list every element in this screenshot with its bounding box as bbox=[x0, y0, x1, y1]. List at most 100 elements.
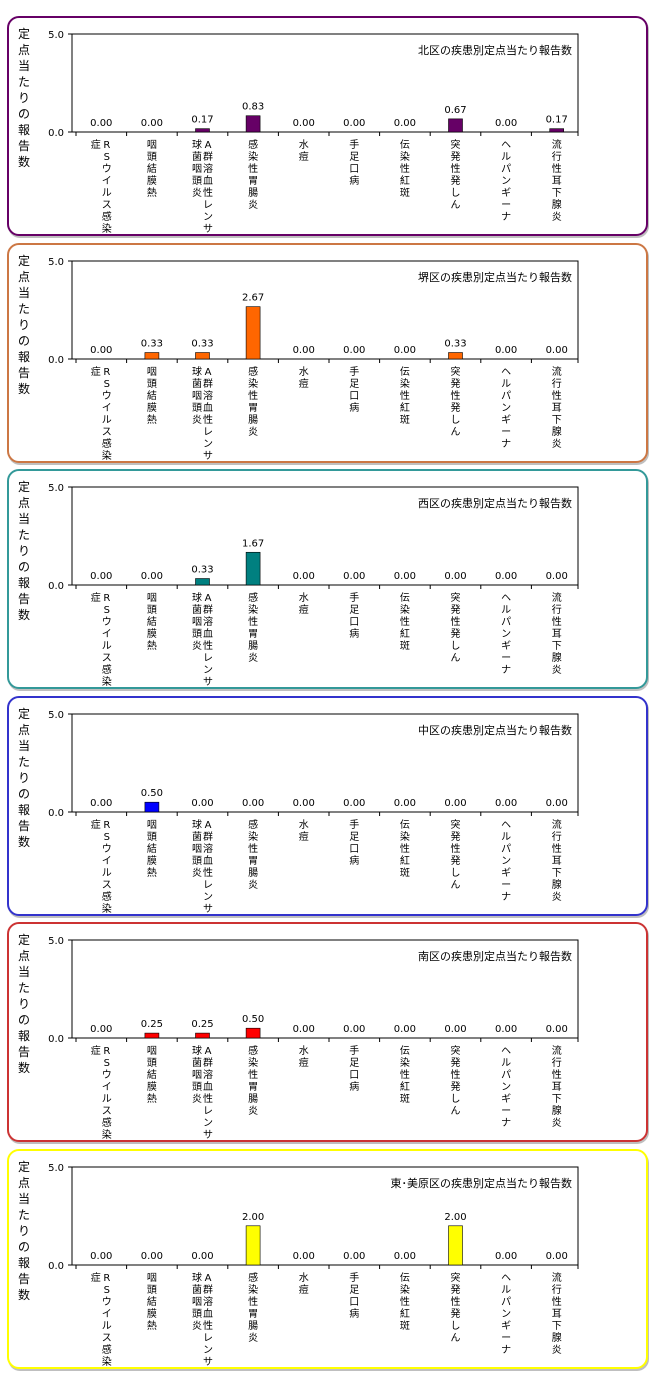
x-tick-label: 感染性胃腸炎 bbox=[248, 818, 258, 891]
data-label: 0.00 bbox=[141, 571, 163, 582]
y-axis-label: 定点当たりの報告数 bbox=[18, 1159, 30, 1302]
data-label: 0.00 bbox=[394, 1024, 416, 1035]
data-label: 0.00 bbox=[394, 571, 416, 582]
x-tick-label: ヘルパンギーナ bbox=[501, 820, 511, 903]
bar bbox=[245, 115, 261, 133]
x-tick-label: A 群溶血性レンサ球菌咽頭炎 bbox=[192, 818, 213, 915]
bar bbox=[195, 1032, 210, 1039]
chart-panel: 定点当たりの報告数 0.0 5.0 堺区の疾患別定点当たり報告数 0.00 R S ウイルス感… bbox=[7, 242, 648, 463]
data-label: 0.00 bbox=[495, 118, 517, 129]
data-label: 0.00 bbox=[90, 571, 112, 582]
x-tick-label: 水痘 bbox=[299, 366, 309, 390]
data-label: 0.00 bbox=[293, 1024, 315, 1035]
x-tick-label: 突発性発しん bbox=[451, 138, 461, 211]
x-tick-label: 伝染性紅斑 bbox=[400, 139, 410, 199]
x-tick-label: A 群溶血性レンサ球菌咽頭炎 bbox=[192, 365, 213, 462]
x-tick-label: 突発性発しん bbox=[451, 1044, 461, 1117]
data-label: 0.00 bbox=[495, 345, 517, 356]
y-tick-label: 0.0 bbox=[48, 128, 64, 139]
data-label: 0.00 bbox=[444, 798, 466, 809]
data-label: 0.00 bbox=[394, 118, 416, 129]
x-tick-label: A 群溶血性レンサ球菌咽頭炎 bbox=[192, 1271, 213, 1368]
bar bbox=[195, 128, 210, 133]
data-label: 0.00 bbox=[546, 571, 568, 582]
data-label: 0.00 bbox=[90, 798, 112, 809]
x-tick-label: 流行性耳下腺炎 bbox=[552, 1044, 562, 1129]
y-tick-label: 5.0 bbox=[48, 257, 64, 268]
x-tick-label: 流行性耳下腺炎 bbox=[552, 365, 562, 450]
bar bbox=[195, 578, 210, 586]
x-tick-label: 感染性胃腸炎 bbox=[248, 591, 258, 664]
data-label: 0.00 bbox=[394, 345, 416, 356]
data-label: 0.00 bbox=[293, 571, 315, 582]
y-tick-label: 0.0 bbox=[48, 581, 64, 592]
bar-chart: 定点当たりの報告数 0.0 5.0 南区の疾患別定点当たり報告数 0.00 R S ウイルス感… bbox=[18, 932, 579, 1141]
data-label: 0.00 bbox=[495, 571, 517, 582]
bar-chart: 定点当たりの報告数 0.0 5.0 中区の疾患別定点当たり報告数 0.00 R S ウイルス感… bbox=[18, 706, 579, 915]
data-label: 0.00 bbox=[90, 118, 112, 129]
data-label: 0.00 bbox=[293, 798, 315, 809]
x-tick-label: 手足口病 bbox=[349, 365, 359, 414]
data-label: 0.33 bbox=[444, 338, 466, 349]
x-tick-label: 咽頭結膜熱 bbox=[147, 139, 157, 199]
data-label: 0.00 bbox=[343, 571, 365, 582]
y-axis-label: 定点当たりの報告数 bbox=[18, 253, 30, 396]
data-label: 0.00 bbox=[293, 118, 315, 129]
chart-title: 西区の疾患別定点当たり報告数 bbox=[418, 496, 572, 510]
data-label: 0.00 bbox=[191, 798, 213, 809]
data-label: 0.00 bbox=[343, 118, 365, 129]
data-label: 0.00 bbox=[444, 1024, 466, 1035]
bar bbox=[448, 118, 463, 133]
bar-chart: 定点当たりの報告数 0.0 5.0 堺区の疾患別定点当たり報告数 0.00 R S ウイルス感… bbox=[18, 253, 579, 462]
plot-area bbox=[71, 260, 579, 359]
bar bbox=[144, 801, 160, 812]
data-label: 0.50 bbox=[141, 788, 163, 799]
data-label: 0.83 bbox=[242, 102, 264, 113]
data-label: 0.00 bbox=[343, 798, 365, 809]
x-tick-label: R S ウイルス感染症 bbox=[91, 1044, 112, 1141]
x-tick-label: 感染性胃腸炎 bbox=[248, 365, 258, 438]
data-label: 2.67 bbox=[242, 292, 264, 303]
data-label: 0.00 bbox=[141, 1251, 163, 1262]
x-tick-label: 突発性発しん bbox=[451, 1271, 461, 1344]
data-label: 0.00 bbox=[293, 1251, 315, 1262]
plot-area bbox=[71, 713, 579, 812]
data-label: 0.00 bbox=[546, 1024, 568, 1035]
data-label: 0.00 bbox=[90, 1251, 112, 1262]
y-tick-label: 5.0 bbox=[48, 936, 64, 947]
data-label: 0.50 bbox=[242, 1014, 264, 1025]
chart-panel: 定点当たりの報告数 0.0 5.0 北区の疾患別定点当たり報告数 0.00 R S ウイルス感… bbox=[7, 16, 648, 236]
y-tick-label: 5.0 bbox=[48, 1163, 64, 1174]
x-tick-label: R S ウイルス感染症 bbox=[91, 365, 112, 462]
x-tick-label: 手足口病 bbox=[349, 1271, 359, 1320]
data-label: 0.00 bbox=[546, 345, 568, 356]
bar bbox=[144, 1032, 160, 1039]
x-tick-label: 水痘 bbox=[299, 139, 309, 163]
data-label: 0.00 bbox=[394, 798, 416, 809]
x-tick-label: 水痘 bbox=[299, 819, 309, 843]
x-tick-label: 咽頭結膜熱 bbox=[147, 366, 157, 426]
data-label: 0.25 bbox=[191, 1019, 213, 1030]
chart-panel: 定点当たりの報告数 0.0 5.0 東･美原区の疾患別定点当たり報告数 0.00 R S ウイ… bbox=[7, 1148, 648, 1369]
y-tick-label: 0.0 bbox=[48, 355, 64, 366]
x-tick-label: 咽頭結膜熱 bbox=[147, 819, 157, 879]
data-label: 1.67 bbox=[242, 538, 264, 549]
data-label: 0.00 bbox=[546, 798, 568, 809]
bar-chart: 定点当たりの報告数 0.0 5.0 東･美原区の疾患別定点当たり報告数 0.00 R S ウイ… bbox=[18, 1159, 579, 1368]
chart-panel: 定点当たりの報告数 0.0 5.0 西区の疾患別定点当たり報告数 0.00 R S ウイルス感… bbox=[7, 469, 648, 689]
chart-title: 堺区の疾患別定点当たり報告数 bbox=[418, 270, 572, 284]
x-tick-label: 突発性発しん bbox=[451, 818, 461, 891]
data-label: 0.33 bbox=[191, 565, 213, 576]
x-tick-label: R S ウイルス感染症 bbox=[91, 138, 112, 235]
x-tick-label: 水痘 bbox=[299, 1272, 309, 1296]
plot-area bbox=[71, 1166, 579, 1265]
x-tick-label: 手足口病 bbox=[349, 1044, 359, 1093]
bar bbox=[144, 351, 160, 359]
chart-panel: 定点当たりの報告数 0.0 5.0 南区の疾患別定点当たり報告数 0.00 R S ウイルス感… bbox=[7, 922, 648, 1142]
data-label: 0.25 bbox=[141, 1019, 163, 1030]
data-label: 0.67 bbox=[444, 105, 466, 116]
x-tick-label: 突発性発しん bbox=[451, 591, 461, 664]
x-tick-label: 伝染性紅斑 bbox=[400, 366, 410, 426]
x-tick-label: R S ウイルス感染症 bbox=[91, 591, 112, 688]
data-label: 2.00 bbox=[444, 1211, 466, 1222]
